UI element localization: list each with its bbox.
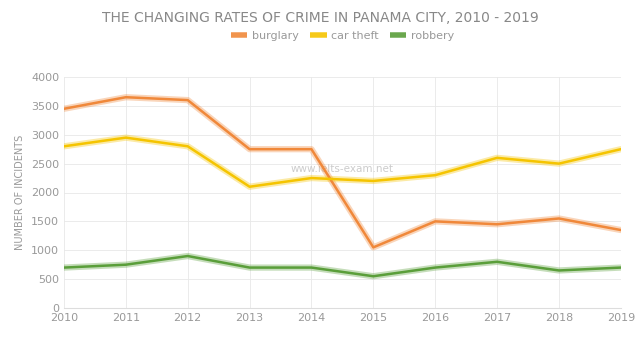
Text: THE CHANGING RATES OF CRIME IN PANAMA CITY, 2010 - 2019: THE CHANGING RATES OF CRIME IN PANAMA CI… [102, 10, 538, 25]
Y-axis label: NUMBER OF INCIDENTS: NUMBER OF INCIDENTS [15, 135, 26, 250]
Text: www.ielts-exam.net: www.ielts-exam.net [291, 164, 394, 174]
Legend: burglary, car theft, robbery: burglary, car theft, robbery [227, 26, 458, 45]
